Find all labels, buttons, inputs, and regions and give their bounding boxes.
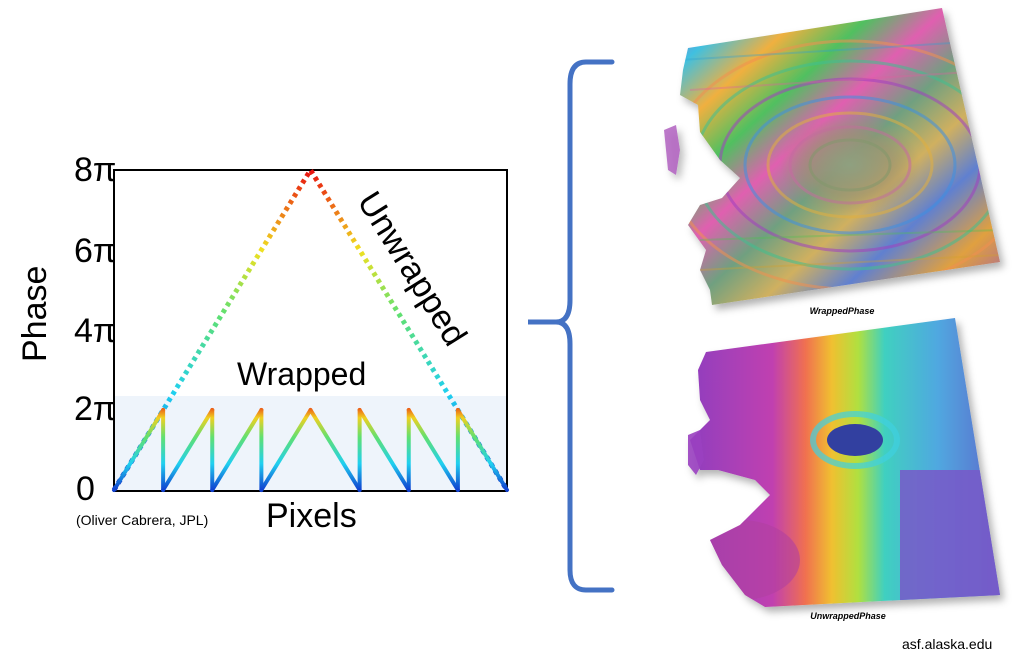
y-tick-4pi: 4π (74, 312, 117, 350)
curly-bracket (528, 59, 615, 593)
plot-frame (113, 169, 508, 492)
unwrapped-series (111, 165, 510, 492)
y-tick-0: 0 (76, 470, 95, 508)
wrapped-segment (308, 408, 362, 492)
wrapped-segment (406, 408, 460, 492)
wrapped-label: Wrapped (237, 356, 367, 392)
wrapped-segment (210, 408, 264, 492)
wrapped-segment (357, 408, 411, 492)
wrapped-segment (161, 408, 215, 492)
y-tick-8pi: 8π (74, 151, 117, 189)
wrapped-phase-caption: WrappedPhase (810, 306, 875, 316)
y-tick-6pi: 6π (74, 232, 117, 270)
wrapped-series (112, 408, 509, 492)
source-text: asf.alaska.edu (902, 636, 993, 652)
wrapped-phase-image (664, 8, 1000, 305)
wrapped-segment (259, 408, 313, 492)
y-tick-2pi: 2π (74, 390, 117, 428)
wrapped-segment (112, 408, 166, 492)
wrapped-segment (455, 408, 509, 492)
unwrapped-phase-caption: UnwrappedPhase (810, 611, 886, 621)
unwrapped-line (111, 165, 510, 492)
x-axis-label: Pixels (266, 497, 357, 535)
unwrapped-phase-image (688, 318, 1000, 607)
credit-text: (Oliver Cabrera, JPL) (76, 512, 209, 528)
y-axis-label: Phase (16, 265, 54, 362)
